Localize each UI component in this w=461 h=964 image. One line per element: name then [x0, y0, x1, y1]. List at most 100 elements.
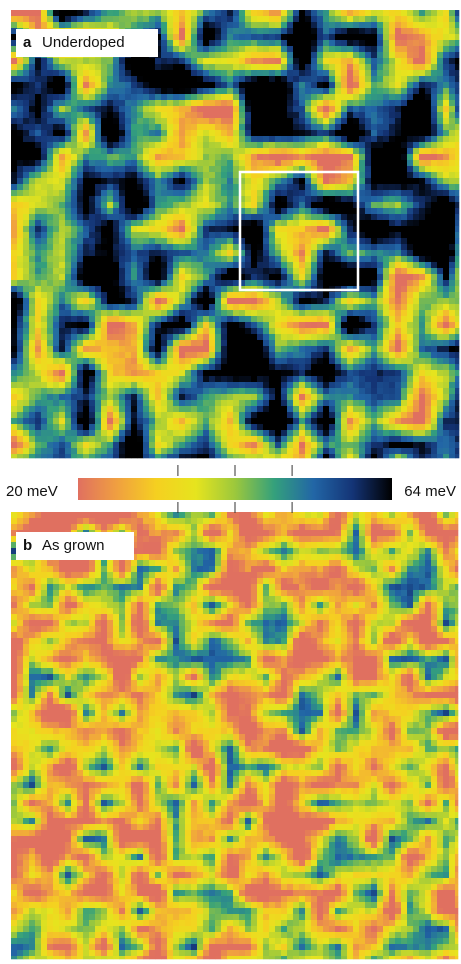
map-cell: [257, 112, 263, 118]
map-cell: [437, 70, 443, 76]
map-cell: [287, 370, 293, 376]
map-cell: [119, 376, 125, 382]
map-cell: [401, 196, 407, 202]
map-cell: [29, 106, 35, 112]
map-cell: [59, 370, 65, 376]
map-cell: [263, 280, 269, 286]
map-cell: [311, 94, 317, 100]
map-cell: [299, 400, 305, 406]
map-cell: [35, 400, 41, 406]
map-cell: [59, 106, 65, 112]
map-cell: [317, 232, 323, 238]
map-cell: [167, 340, 173, 346]
map-cell: [269, 328, 275, 334]
map-cell: [125, 130, 131, 136]
map-cell: [287, 76, 293, 82]
map-cell: [413, 178, 419, 184]
map-cell: [419, 286, 425, 292]
map-cell: [83, 340, 89, 346]
map-cell: [413, 286, 419, 292]
map-cell: [197, 238, 203, 244]
map-cell: [191, 244, 197, 250]
map-cell: [11, 184, 17, 190]
map-cell: [227, 34, 233, 40]
map-cell: [413, 316, 419, 322]
map-cell: [197, 130, 203, 136]
map-cell: [377, 148, 383, 154]
map-cell: [365, 172, 371, 178]
map-cell: [143, 16, 149, 22]
map-cell: [77, 388, 83, 394]
map-cell: [23, 202, 29, 208]
map-cell: [395, 220, 401, 226]
map-cell: [263, 178, 269, 184]
map-cell: [77, 352, 83, 358]
map-cell: [239, 358, 245, 364]
map-cell: [245, 364, 251, 370]
map-cell: [431, 130, 437, 136]
map-cell: [185, 64, 191, 70]
map-cell: [101, 70, 107, 76]
map-cell: [89, 274, 95, 280]
map-cell: [455, 340, 459, 346]
map-cell: [347, 232, 353, 238]
map-cell: [287, 100, 293, 106]
map-cell: [233, 166, 239, 172]
map-cell: [263, 124, 269, 130]
map-cell: [77, 166, 83, 172]
map-cell: [359, 292, 365, 298]
map-cell: [47, 232, 53, 238]
map-cell: [131, 148, 137, 154]
map-cell: [149, 346, 155, 352]
map-cell: [119, 340, 125, 346]
map-cell: [347, 220, 353, 226]
map-cell: [185, 352, 191, 358]
map-cell: [257, 226, 263, 232]
map-cell: [137, 76, 143, 82]
map-cell: [413, 82, 419, 88]
map-cell: [269, 370, 275, 376]
map-cell: [47, 136, 53, 142]
map-cell: [269, 184, 275, 190]
map-cell: [167, 298, 173, 304]
map-cell: [347, 64, 353, 70]
map-cell: [401, 46, 407, 52]
map-cell: [65, 244, 71, 250]
map-cell: [455, 316, 459, 322]
map-cell: [419, 142, 425, 148]
map-cell: [329, 280, 335, 286]
map-cell: [431, 388, 437, 394]
map-cell: [47, 76, 53, 82]
map-cell: [17, 16, 23, 22]
map-cell: [377, 172, 383, 178]
map-cell: [209, 106, 215, 112]
map-cell: [335, 58, 341, 64]
map-cell: [437, 388, 443, 394]
map-cell: [395, 340, 401, 346]
map-cell: [257, 292, 263, 298]
map-cell: [53, 10, 59, 16]
map-cell: [293, 388, 299, 394]
map-cell: [311, 394, 317, 400]
map-cell: [347, 52, 353, 58]
map-cell: [287, 88, 293, 94]
map-cell: [449, 148, 455, 154]
map-cell: [11, 148, 17, 154]
map-cell: [371, 196, 377, 202]
map-cell: [269, 232, 275, 238]
map-cell: [191, 316, 197, 322]
map-cell: [341, 82, 347, 88]
map-cell: [167, 34, 173, 40]
map-cell: [83, 172, 89, 178]
map-cell: [431, 340, 437, 346]
map-cell: [371, 334, 377, 340]
map-cell: [371, 130, 377, 136]
map-cell: [425, 34, 431, 40]
map-cell: [449, 118, 455, 124]
map-cell: [95, 64, 101, 70]
map-cell: [395, 172, 401, 178]
map-cell: [119, 382, 125, 388]
map-cell: [281, 352, 287, 358]
map-cell: [29, 76, 35, 82]
map-cell: [401, 106, 407, 112]
